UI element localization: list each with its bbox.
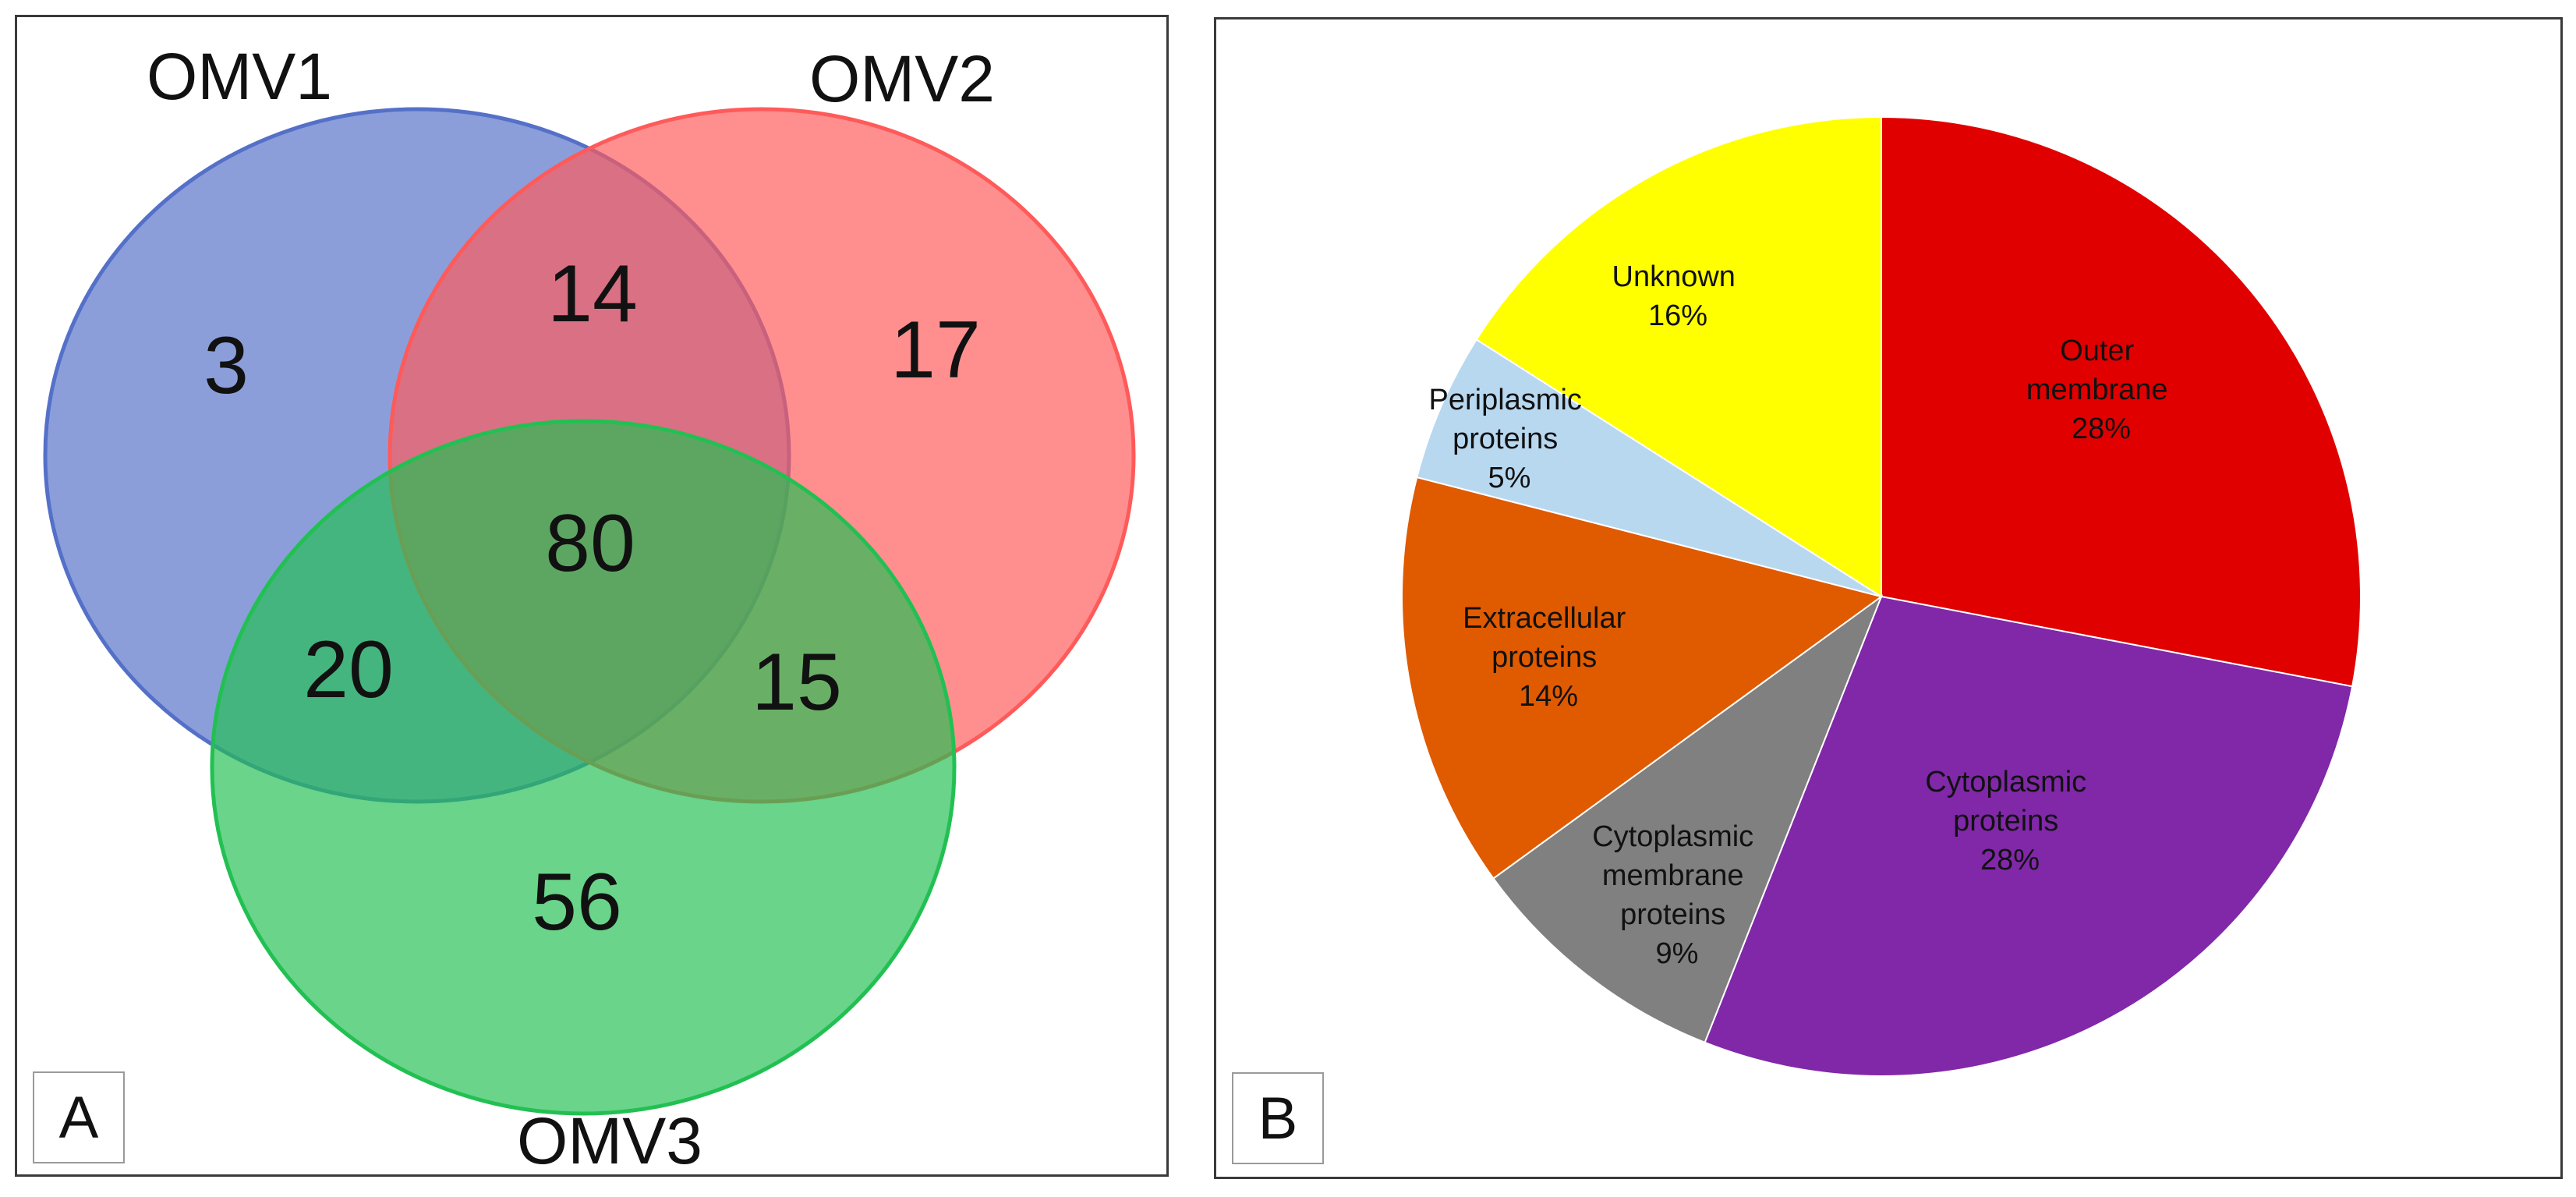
panel-letter-a: A (33, 1071, 125, 1163)
pie-label-extracellular: Extracellular proteins 14% (1463, 602, 1634, 713)
venn-circle-omv3 (210, 419, 957, 1116)
venn-count-omv1-omv3: 20 (303, 625, 394, 715)
venn-count-omv2-only: 17 (890, 305, 981, 395)
venn-count-omv1-only: 3 (203, 320, 249, 411)
venn-count-omv3-only: 56 (532, 857, 622, 947)
pie-label-unknown: Unknown 16% (1612, 260, 1744, 332)
pie-slice-cytoplasmic-membrane-proteins (1492, 594, 1884, 1044)
venn-count-omv1-omv2: 14 (547, 249, 638, 339)
venn-count-omv2-omv3: 15 (752, 637, 842, 728)
panel-letter-b: B (1232, 1072, 1324, 1164)
pie-slice-periplasmic-proteins (1416, 338, 1882, 597)
pie-slice-unknown (1475, 115, 1882, 598)
venn-set-label-omv3: OMV3 (517, 1104, 702, 1178)
venn-set-label-omv1: OMV1 (147, 40, 332, 113)
venn-count-all: 80 (545, 498, 635, 589)
pie-slice-extracellular-proteins (1401, 476, 1884, 880)
pie-slice-outer-membrane (1881, 115, 2362, 688)
pie-slice-cytoplasmic-proteins (1704, 595, 2354, 1077)
venn-diagram: OMV1 OMV2 OMV3 3 14 17 80 20 15 56 (43, 40, 1136, 1178)
pie-label-cytoplasmic-proteins: Cytoplasmic proteins 28% (1925, 766, 2095, 877)
panel-a-venn: OMV1 OMV2 OMV3 3 14 17 80 20 15 56 A (15, 15, 1169, 1178)
pie-label-outer-membrane: Outer membrane 28% (2026, 335, 2176, 445)
pie-label-cytoplasmic-membrane: Cytoplasmic membrane proteins 9% (1592, 820, 1762, 970)
pie-label-periplasmic: Periplasmic proteins 5% (1429, 384, 1591, 494)
panel-b-pie: Outer membrane 28% Cytoplasmic proteins … (1214, 17, 2563, 1179)
pie-chart: Outer membrane 28% Cytoplasmic proteins … (1401, 115, 2362, 1077)
venn-set-label-omv2: OMV2 (809, 42, 995, 115)
